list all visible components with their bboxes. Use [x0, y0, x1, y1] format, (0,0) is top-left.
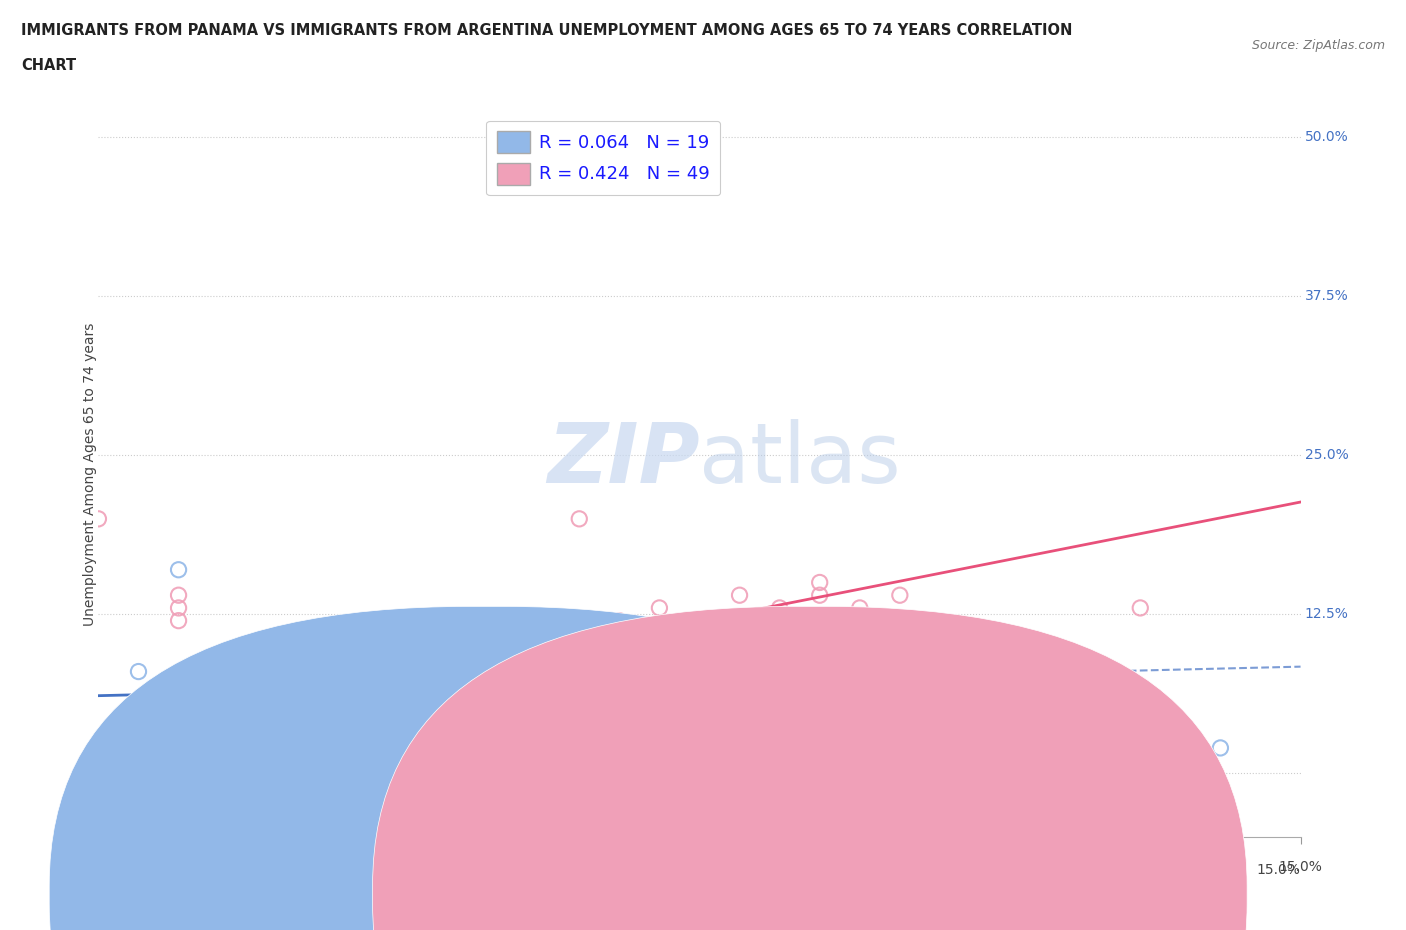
Point — [808, 575, 831, 590]
Point — [568, 512, 591, 526]
Point — [128, 664, 150, 679]
Text: 0.0%: 0.0% — [98, 863, 134, 877]
Point — [609, 613, 631, 628]
Point — [408, 626, 430, 641]
Point — [368, 651, 391, 666]
Point — [167, 702, 190, 717]
Point — [167, 689, 190, 704]
Point — [87, 740, 110, 755]
Point — [87, 778, 110, 793]
Point — [328, 639, 350, 654]
Point — [87, 740, 110, 755]
Point — [87, 766, 110, 781]
Point — [288, 651, 311, 666]
Point — [849, 601, 872, 616]
Point — [87, 766, 110, 781]
Text: 25.0%: 25.0% — [1305, 448, 1348, 462]
Text: atlas: atlas — [699, 419, 901, 500]
Text: Immigrants from Argentina: Immigrants from Argentina — [834, 887, 1033, 902]
Point — [808, 658, 831, 672]
Point — [128, 778, 150, 793]
Point — [408, 651, 430, 666]
Point — [208, 791, 231, 806]
Point — [128, 791, 150, 806]
Point — [247, 639, 270, 654]
Point — [288, 677, 311, 692]
Point — [328, 651, 350, 666]
Point — [328, 804, 350, 819]
Text: Source: ZipAtlas.com: Source: ZipAtlas.com — [1251, 39, 1385, 52]
Point — [328, 651, 350, 666]
Text: ZIP: ZIP — [547, 419, 699, 500]
Point — [447, 639, 470, 654]
Point — [87, 804, 110, 819]
Text: Immigrants from Panama: Immigrants from Panama — [510, 887, 696, 902]
Text: 15.0%: 15.0% — [1257, 863, 1301, 877]
Point — [87, 791, 110, 806]
Text: 37.5%: 37.5% — [1305, 289, 1348, 303]
Point — [728, 588, 751, 603]
Point — [808, 588, 831, 603]
Text: 50.0%: 50.0% — [1305, 130, 1348, 144]
Text: CHART: CHART — [21, 58, 76, 73]
Point — [288, 664, 311, 679]
Point — [808, 651, 831, 666]
Point — [208, 664, 231, 679]
Point — [247, 702, 270, 717]
Point — [87, 753, 110, 768]
Point — [128, 766, 150, 781]
Text: 0.0%: 0.0% — [82, 860, 115, 874]
Point — [208, 677, 231, 692]
Point — [167, 563, 190, 578]
Point — [208, 715, 231, 730]
Point — [208, 728, 231, 743]
Point — [447, 626, 470, 641]
Point — [1209, 740, 1232, 755]
Point — [889, 588, 911, 603]
Text: IMMIGRANTS FROM PANAMA VS IMMIGRANTS FROM ARGENTINA UNEMPLOYMENT AMONG AGES 65 T: IMMIGRANTS FROM PANAMA VS IMMIGRANTS FRO… — [21, 23, 1073, 38]
Text: 12.5%: 12.5% — [1305, 607, 1348, 621]
Point — [1129, 601, 1152, 616]
Point — [167, 601, 190, 616]
Point — [488, 791, 510, 806]
Point — [167, 791, 190, 806]
Point — [648, 601, 671, 616]
Point — [247, 651, 270, 666]
Point — [128, 791, 150, 806]
Point — [288, 791, 311, 806]
Point — [288, 639, 311, 654]
Point — [247, 689, 270, 704]
Point — [87, 778, 110, 793]
Point — [768, 601, 790, 616]
Point — [568, 613, 591, 628]
Point — [328, 664, 350, 679]
Point — [488, 626, 510, 641]
Point — [128, 753, 150, 768]
Point — [529, 626, 551, 641]
Y-axis label: Unemployment Among Ages 65 to 74 years: Unemployment Among Ages 65 to 74 years — [83, 323, 97, 626]
Point — [247, 791, 270, 806]
Point — [368, 639, 391, 654]
Point — [167, 588, 190, 603]
Legend: R = 0.064   N = 19, R = 0.424   N = 49: R = 0.064 N = 19, R = 0.424 N = 49 — [486, 121, 720, 195]
Point — [87, 753, 110, 768]
Point — [408, 639, 430, 654]
Text: 15.0%: 15.0% — [1278, 860, 1323, 874]
Point — [87, 512, 110, 526]
Point — [167, 613, 190, 628]
